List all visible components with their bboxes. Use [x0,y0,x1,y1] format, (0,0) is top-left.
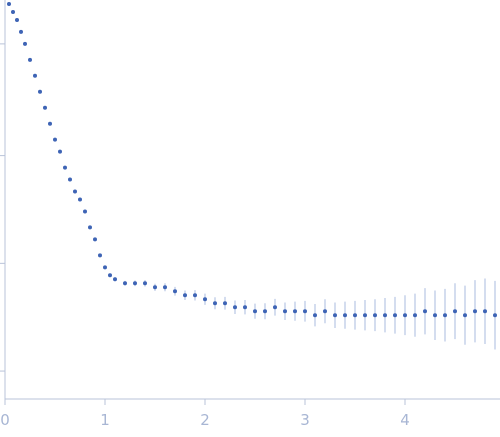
data-point [433,313,437,318]
data-point [393,313,397,318]
data-point [193,293,197,298]
data-point [233,305,237,310]
data-point [243,305,247,310]
data-point [88,225,92,230]
data-point [283,309,287,314]
data-point [493,313,497,318]
data-point [58,149,62,154]
data-point [303,309,307,314]
data-point [7,1,11,6]
data-point [28,57,32,62]
data-point [413,313,417,318]
data-point [353,313,357,318]
data-points [7,1,497,318]
data-point [373,313,377,318]
data-point [403,313,407,318]
data-point [363,313,367,318]
x-tick-label: 4 [400,411,410,429]
x-tick-label: 3 [300,411,310,429]
data-point [78,197,82,202]
data-point [203,297,207,302]
error-bars [8,3,496,350]
x-tick-label: 2 [200,411,210,429]
data-point [273,305,277,310]
data-point [213,301,217,306]
data-point [53,137,57,142]
data-point [11,9,15,14]
data-point [143,281,147,286]
data-point [323,309,327,314]
data-point [23,41,27,46]
data-point [98,253,102,258]
data-point [83,209,87,214]
data-point [173,289,177,294]
data-point [103,265,107,270]
data-point [383,313,387,318]
data-point [63,165,67,170]
data-point [483,309,487,314]
data-point [15,17,19,22]
data-point [73,189,77,194]
data-point [123,281,127,286]
x-tick-label: 0 [0,411,10,429]
data-point [443,313,447,318]
data-point [113,277,117,282]
data-point [473,309,477,314]
data-point [263,309,267,314]
data-point [223,301,227,306]
data-point [463,313,467,318]
x-ticks: 0 1 2 3 4 [0,399,410,429]
data-point [33,73,37,78]
x-tick-label: 1 [100,411,110,429]
data-point [453,309,457,314]
data-point [253,309,257,314]
data-point [153,285,157,290]
data-point [293,309,297,314]
data-point [313,313,317,318]
data-point [163,285,167,290]
data-point [333,313,337,318]
data-point [93,237,97,242]
data-point [343,313,347,318]
data-point [133,281,137,286]
y-ticks [0,43,5,372]
data-point [108,273,112,278]
data-point [183,293,187,298]
data-point [38,89,42,94]
data-point [48,121,52,126]
data-point [19,29,23,34]
data-point [43,105,47,110]
data-point [423,309,427,314]
data-point [68,177,72,182]
